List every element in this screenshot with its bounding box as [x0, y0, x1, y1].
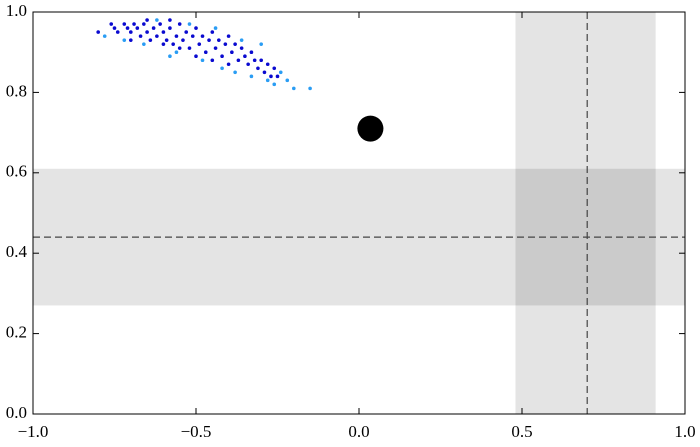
- point: [132, 22, 136, 26]
- point: [259, 58, 264, 63]
- x-tick-label: 0.5: [511, 422, 532, 441]
- point: [109, 22, 114, 26]
- point: [246, 62, 250, 67]
- point: [262, 70, 267, 75]
- point: [155, 34, 159, 38]
- point: [135, 26, 140, 30]
- point: [161, 30, 166, 34]
- point: [177, 22, 182, 26]
- point: [122, 38, 127, 42]
- y-tick-label: 0.0: [6, 403, 27, 422]
- point: [148, 38, 153, 42]
- point: [174, 50, 179, 54]
- point: [142, 42, 146, 46]
- point: [181, 38, 185, 42]
- point: [233, 42, 237, 46]
- point: [285, 78, 290, 83]
- point: [171, 42, 175, 46]
- point: [151, 26, 156, 30]
- point: [155, 18, 159, 22]
- point: [278, 70, 283, 75]
- point: [249, 50, 254, 54]
- point: [203, 50, 208, 54]
- point: [223, 42, 228, 46]
- point: [145, 30, 149, 34]
- x-tick-label: 0.0: [348, 422, 369, 441]
- point: [230, 50, 234, 54]
- point: [233, 70, 237, 75]
- point: [256, 66, 260, 71]
- y-tick-label: 0.6: [6, 162, 27, 181]
- point: [217, 38, 221, 42]
- y-tick-label: 0.2: [6, 323, 27, 342]
- point: [292, 86, 296, 91]
- point: [239, 46, 244, 50]
- point: [226, 62, 231, 67]
- y-tick-label: 1.0: [6, 1, 27, 20]
- point: [194, 54, 198, 59]
- point: [200, 58, 205, 63]
- point: [129, 38, 133, 42]
- x-tick-label: −1.0: [18, 422, 49, 441]
- point: [102, 34, 107, 38]
- point: [187, 22, 192, 26]
- point: [190, 34, 195, 38]
- point: [197, 42, 202, 46]
- point: [252, 58, 257, 63]
- point: [249, 74, 254, 79]
- point: [174, 34, 179, 38]
- point: [96, 30, 100, 34]
- x-tick-label: −0.5: [181, 422, 212, 441]
- point: [213, 46, 218, 50]
- point: [207, 38, 211, 42]
- point: [213, 26, 218, 30]
- y-tick-label: 0.4: [6, 242, 28, 261]
- point: [220, 66, 224, 71]
- point: [200, 34, 205, 38]
- point: [129, 30, 133, 34]
- point: [269, 74, 273, 79]
- point: [265, 62, 270, 67]
- point: [210, 58, 215, 63]
- point: [112, 26, 117, 30]
- point: [265, 78, 270, 83]
- point: [168, 54, 172, 59]
- marker-point: [357, 115, 384, 142]
- point: [236, 58, 241, 63]
- point: [125, 26, 130, 30]
- point: [210, 30, 215, 34]
- point: [142, 22, 146, 26]
- point: [158, 22, 162, 26]
- point: [272, 82, 277, 87]
- point: [145, 18, 149, 22]
- point: [168, 26, 172, 30]
- point: [161, 42, 166, 46]
- point: [243, 54, 247, 59]
- point: [239, 38, 244, 42]
- point: [220, 54, 224, 59]
- point: [115, 30, 120, 34]
- point: [194, 26, 198, 30]
- point: [138, 34, 143, 38]
- x-band: [515, 12, 656, 414]
- point: [226, 34, 231, 38]
- point: [177, 46, 182, 50]
- y-tick-label: 0.8: [6, 81, 27, 100]
- point: [275, 74, 280, 79]
- point: [259, 42, 264, 46]
- point: [164, 38, 169, 42]
- point: [168, 18, 172, 22]
- point: [184, 30, 189, 34]
- x-tick-label: 1.0: [674, 422, 695, 441]
- point: [272, 66, 277, 71]
- point: [308, 86, 312, 91]
- point: [122, 22, 127, 26]
- point: [187, 46, 192, 50]
